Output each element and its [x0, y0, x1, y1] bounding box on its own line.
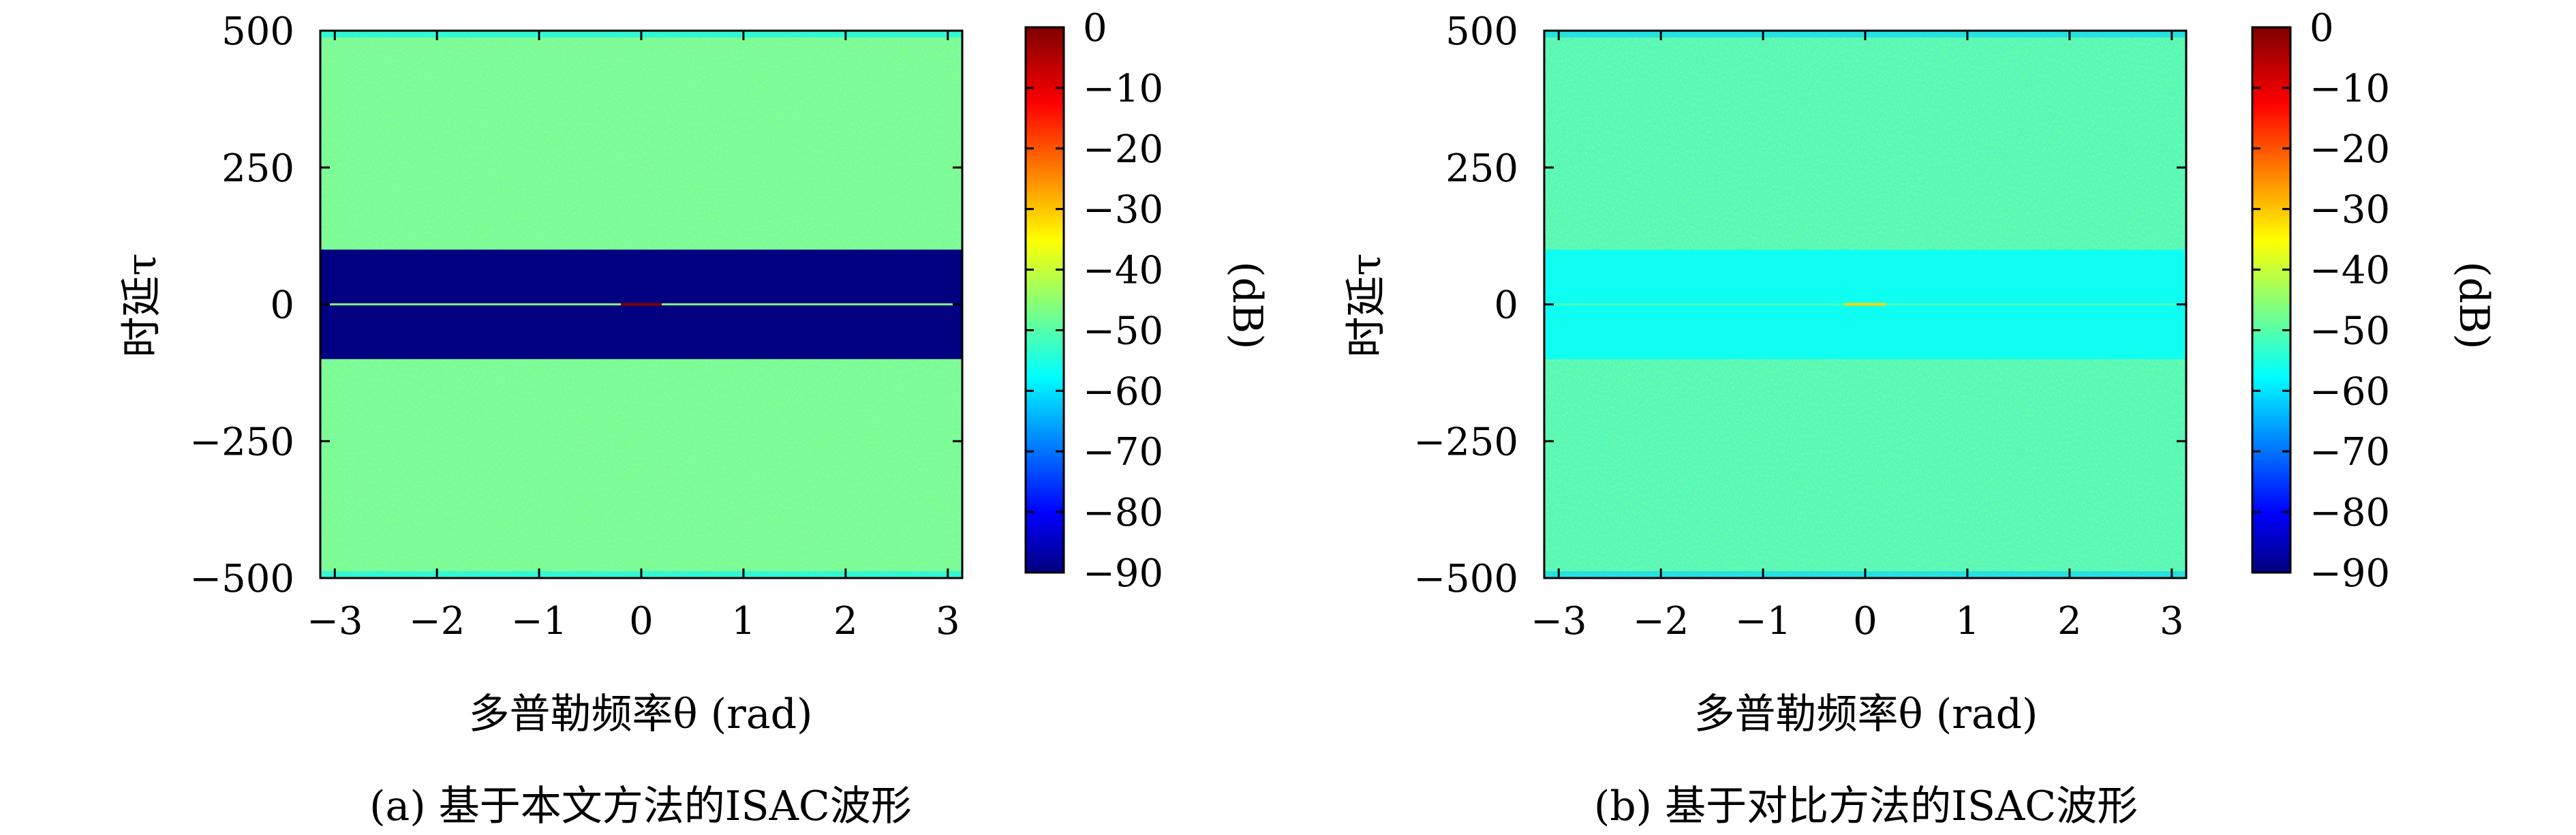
axes-b: −3 −2 −1 0 1 2 3 500 250 0 −250 −500: [1413, 10, 2188, 643]
x-tick-label: −2: [1633, 599, 1689, 643]
colorbar-tick-label: −20: [2310, 127, 2390, 172]
xlabel-a: 多普勒频率θ (rad): [469, 690, 813, 738]
colorbar-b: 0 −10 −20 −30 −40 −50 −60 −70 −80 −90: [2251, 6, 2390, 596]
y-tick-label: 0: [1494, 284, 1518, 328]
colorbar-gradient: [1026, 27, 1064, 573]
colorbar-tick-label: −90: [1083, 551, 1163, 596]
colorbar-tick-label: −10: [2310, 67, 2390, 111]
colorbar-gradient: [2252, 27, 2290, 573]
x-tick-label: 0: [1853, 599, 1877, 643]
caption-a: (a) 基于本文方法的ISAC波形: [369, 783, 912, 830]
colorbar-tick-label: −90: [2310, 551, 2390, 596]
colorbar-frame: [2251, 26, 2292, 574]
colorbar-label-a: (dB): [1223, 261, 1271, 349]
x-tick-label: 1: [731, 599, 756, 643]
ylabel-a: 时延τ: [118, 253, 166, 357]
y-tick-label: 250: [221, 147, 294, 191]
caption-b: (b) 基于对比方法的ISAC波形: [1594, 783, 2138, 830]
colorbar-tick-label: 0: [1083, 6, 1107, 50]
x-tick-label: 3: [2160, 599, 2184, 643]
colorbar-tick-label: −40: [1083, 249, 1163, 293]
x-tick-label: −2: [409, 599, 465, 643]
colorbar-tick-label: −30: [2310, 188, 2390, 232]
x-tick-label: 2: [2057, 599, 2082, 643]
colorbar-tick-label: −40: [2310, 249, 2390, 293]
colorbar-tick-label: −30: [1083, 188, 1163, 232]
xlabel-b: 多普勒频率θ (rad): [1694, 690, 2038, 738]
x-tick-label: −3: [307, 599, 363, 643]
y-tick-label: 0: [270, 284, 294, 328]
y-tick-label: −250: [1413, 420, 1518, 464]
colorbar-tick-label: −70: [2310, 430, 2390, 474]
heatmap-b: [1544, 31, 2186, 578]
colorbar-tick-label: −20: [1083, 127, 1163, 172]
colorbar-label-b: (dB): [2450, 261, 2498, 349]
x-tick-label: 2: [833, 599, 858, 643]
y-tick-label: 500: [1445, 10, 1518, 54]
colorbar-tick-label: 0: [2310, 6, 2334, 50]
y-tick-label: −500: [189, 557, 294, 601]
colorbar-tick-label: −70: [1083, 430, 1163, 474]
colorbar-tick-label: −60: [2310, 369, 2390, 414]
ylabel-b: 时延τ: [1343, 253, 1390, 357]
y-tick-label: 500: [221, 10, 294, 54]
colorbar-frame: [1024, 26, 1065, 574]
colorbar-tick-label: −10: [1083, 67, 1163, 111]
y-tick-label: −250: [189, 420, 294, 464]
x-tick-label: −1: [511, 599, 568, 643]
x-tick-label: −1: [1735, 599, 1792, 643]
colorbar-tick-label: −80: [2310, 491, 2390, 535]
x-tick-label: 3: [936, 599, 960, 643]
colorbar-tick-label: −80: [1083, 491, 1163, 535]
x-tick-label: 1: [1955, 599, 1980, 643]
y-tick-label: 250: [1445, 147, 1518, 191]
axes-a: −3 −2 −1 0 1 2 3 500 250 0 −250 −500: [189, 10, 964, 643]
heatmap-a: [320, 31, 962, 578]
y-tick-label: −500: [1413, 557, 1518, 601]
colorbar-tick-label: −60: [1083, 369, 1163, 414]
colorbar-a: 0 −10 −20 −30 −40 −50 −60 −70 −80 −90: [1024, 6, 1163, 596]
x-tick-label: −3: [1531, 599, 1587, 643]
x-tick-label: 0: [629, 599, 654, 643]
colorbar-tick-label: −50: [2310, 309, 2390, 353]
colorbar-tick-label: −50: [1083, 309, 1163, 353]
